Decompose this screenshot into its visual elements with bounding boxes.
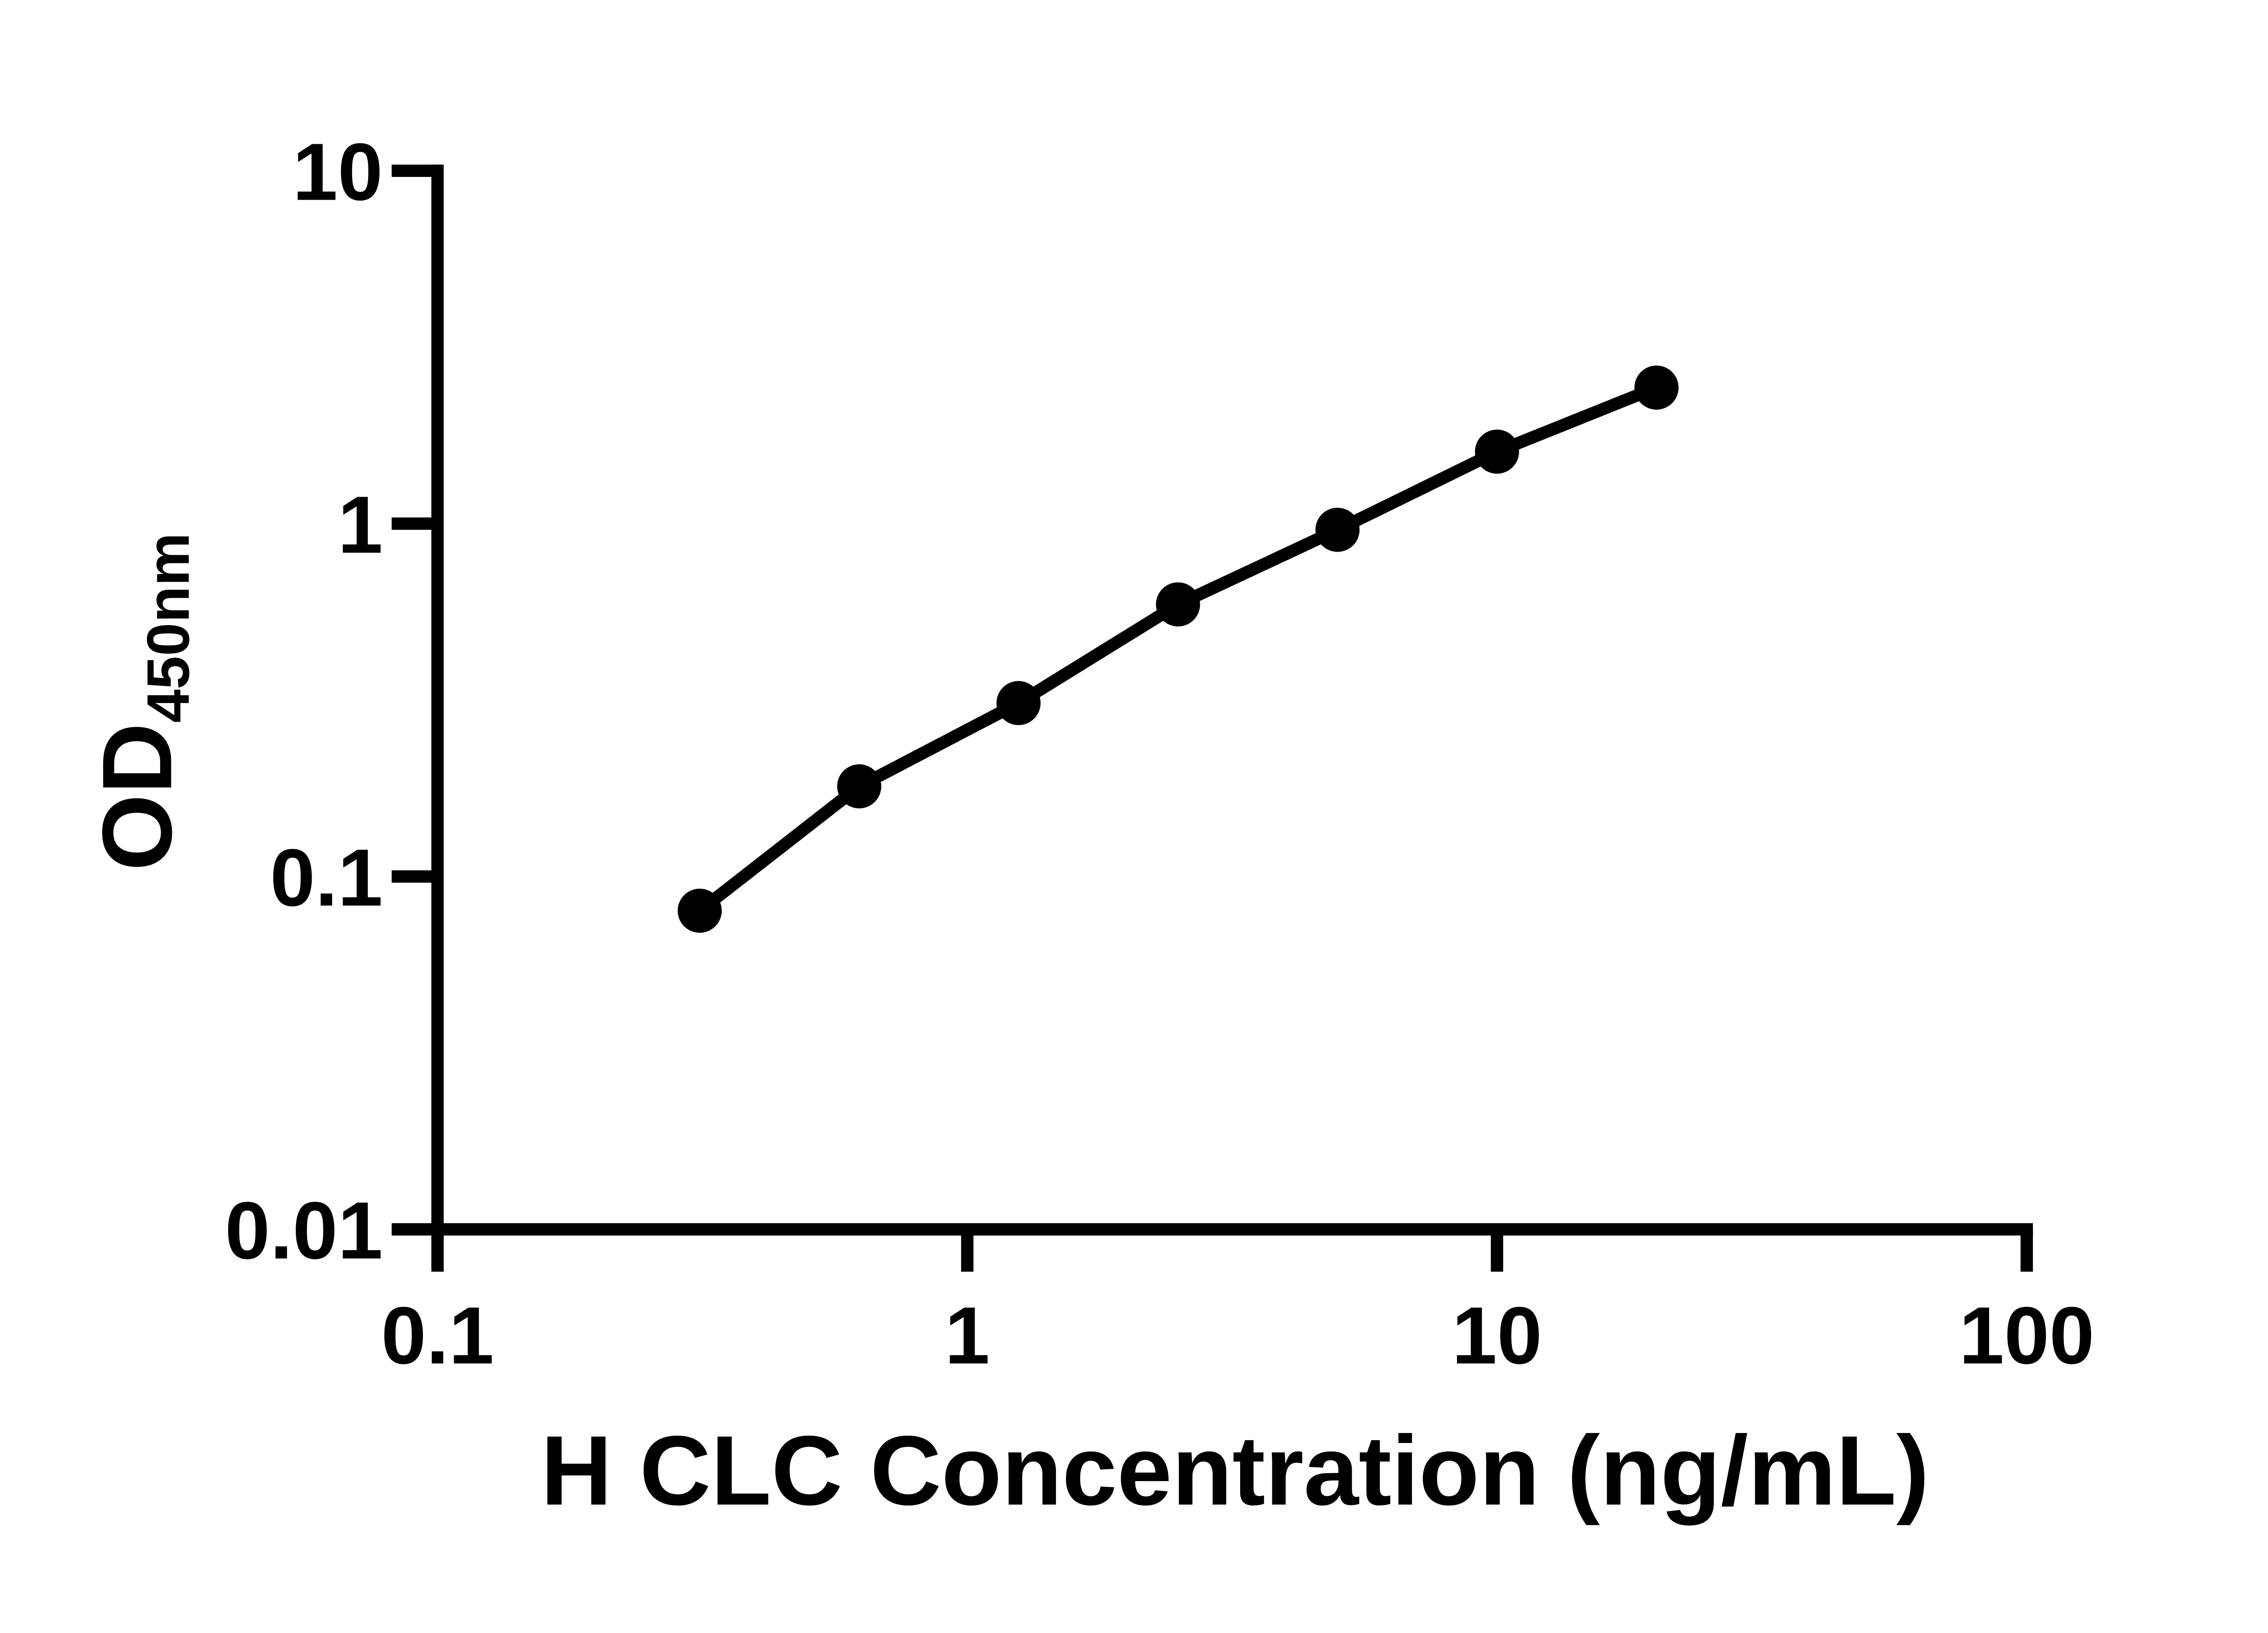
x-tick-label-0.1: 0.1 (381, 1290, 494, 1381)
x-tick-labels: 0.1 1 10 100 (381, 1290, 2094, 1381)
y-tick-label-1: 1 (338, 479, 383, 570)
data-point (837, 764, 881, 809)
data-point (1475, 430, 1519, 474)
y-axis-title-subscript: 450nm (135, 533, 202, 723)
data-series (677, 365, 1679, 933)
x-ticks (431, 1229, 2033, 1272)
x-tick-label-100: 100 (1959, 1290, 2095, 1381)
data-point (677, 889, 722, 933)
data-point (1634, 365, 1679, 410)
x-axis-title: H CLC Concentration (ng/mL) (541, 1416, 1929, 1526)
y-tick-label-0.1: 0.1 (270, 832, 383, 923)
data-point (996, 681, 1041, 725)
axes (391, 164, 2033, 1272)
y-tick-label-10: 10 (293, 127, 383, 217)
x-tick-label-10: 10 (1452, 1290, 1542, 1381)
x-tick-label-1: 1 (945, 1290, 990, 1381)
y-ticks (391, 164, 438, 883)
data-point (1315, 508, 1360, 552)
y-axis-title-main: OD (82, 723, 192, 871)
data-point (1156, 582, 1200, 627)
y-tick-labels: 10 1 0.1 0.01 (225, 127, 383, 1276)
y-tick-label-0.01: 0.01 (225, 1185, 383, 1276)
y-axis-title: OD450nm (82, 533, 202, 871)
